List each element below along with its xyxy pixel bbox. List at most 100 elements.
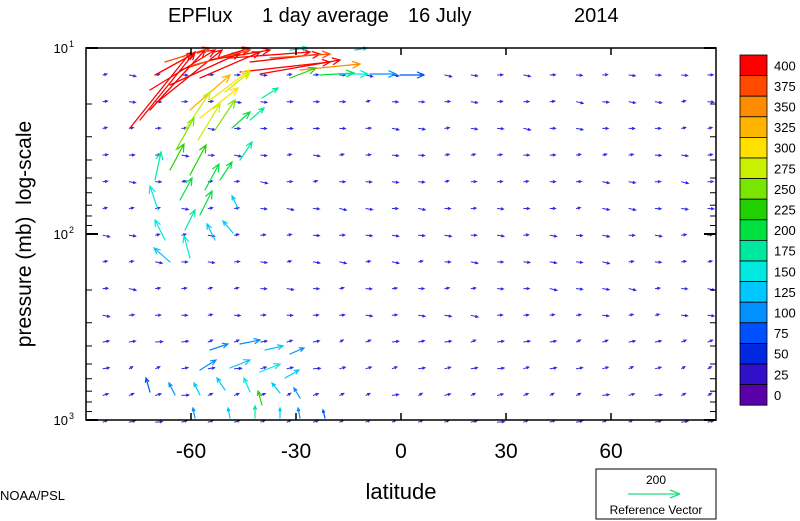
flux-vector	[602, 73, 609, 77]
flux-vector	[470, 153, 477, 157]
flux-vector	[497, 127, 505, 131]
flux-vector	[470, 100, 479, 104]
flux-vector	[339, 339, 345, 343]
flux-vector	[207, 73, 215, 77]
flux-vector	[234, 154, 243, 158]
flux-vector	[260, 127, 268, 130]
flux-vector	[169, 142, 185, 171]
flux-vector	[216, 376, 226, 391]
flux-vector	[259, 363, 282, 373]
flux-vector	[339, 100, 347, 104]
flux-vector	[128, 339, 137, 343]
flux-vector	[628, 313, 635, 317]
flux-vector	[207, 366, 216, 370]
flux-vector	[289, 347, 306, 355]
flux-vector	[418, 260, 424, 263]
flux-vector	[155, 366, 161, 370]
flux-vector	[234, 233, 240, 237]
flux-vector	[231, 194, 239, 209]
flux-vector	[286, 392, 292, 396]
flux-vector	[181, 100, 189, 104]
flux-vector	[184, 208, 196, 231]
flux-vector	[628, 126, 636, 130]
flux-vector	[365, 74, 374, 78]
flux-vector	[470, 314, 480, 318]
chart-title-date: 16 July	[408, 5, 471, 27]
flux-vector	[628, 180, 637, 184]
flux-vector	[102, 339, 111, 343]
flux-vector	[206, 222, 216, 241]
flux-vector	[391, 100, 400, 104]
flux-vector	[602, 393, 611, 397]
flux-vector	[575, 287, 584, 291]
colorbar-swatch	[739, 136, 768, 159]
flux-vector	[654, 73, 663, 77]
flux-vector	[549, 234, 558, 238]
flux-vector	[181, 286, 188, 290]
flux-vector	[128, 181, 137, 184]
flux-vector	[444, 179, 450, 183]
flux-vector	[322, 408, 326, 419]
flux-vector	[260, 207, 268, 211]
flux-vector	[391, 261, 401, 265]
flux-vector	[681, 207, 690, 211]
flux-vector	[207, 261, 216, 264]
flux-vector	[523, 127, 532, 131]
flux-vector	[654, 126, 663, 130]
colorbar-swatch	[739, 54, 768, 77]
flux-vector	[155, 233, 161, 237]
flux-vector	[418, 287, 426, 291]
flux-vector	[149, 49, 217, 91]
flux-vector	[549, 180, 557, 184]
flux-vector	[654, 153, 663, 157]
flux-vector	[207, 286, 214, 290]
reference-vector-value: 200	[646, 473, 666, 487]
colorbar-swatch	[739, 157, 768, 180]
flux-vector	[497, 420, 506, 424]
flux-vector	[497, 207, 505, 211]
flux-vector	[102, 286, 110, 290]
flux-vector	[312, 287, 321, 291]
flux-vector	[628, 393, 636, 396]
flux-vector	[628, 339, 637, 343]
flux-vector	[523, 313, 531, 317]
x-tick-label: 60	[599, 440, 622, 463]
flux-vector	[181, 179, 188, 183]
colorbar-label: 50	[774, 347, 788, 362]
flux-vector	[365, 234, 374, 238]
colorbar-label: 350	[774, 100, 796, 115]
flux-vector	[575, 260, 584, 264]
flux-vector	[470, 74, 479, 78]
flux-vector	[226, 406, 231, 419]
flux-vector	[339, 70, 370, 78]
flux-vector	[181, 313, 189, 317]
colorbar-label: 175	[774, 244, 796, 259]
flux-vector	[128, 365, 134, 370]
flux-vector	[707, 365, 713, 370]
flux-vector	[289, 67, 318, 79]
flux-vector	[199, 87, 240, 119]
y-tick-exponent: 2	[69, 225, 74, 235]
flux-vector	[286, 153, 293, 157]
flux-vector	[681, 126, 687, 130]
flux-vector	[418, 127, 427, 131]
flux-vector	[207, 99, 215, 103]
flux-vector	[497, 393, 505, 396]
flux-vector	[256, 389, 263, 406]
flux-vector	[278, 406, 282, 419]
colorbar-label: 225	[774, 203, 796, 218]
y-tick-exponent: 1	[69, 39, 74, 49]
flux-vector	[654, 207, 663, 211]
flux-vector	[391, 286, 399, 290]
flux-vector	[261, 87, 280, 99]
flux-vector	[184, 90, 211, 131]
flux-vector	[181, 207, 190, 211]
flux-vector	[102, 234, 111, 238]
chart-title-period: 1 day average	[262, 5, 389, 27]
flux-vector	[155, 286, 162, 290]
flux-vector	[312, 73, 320, 77]
flux-vector	[148, 184, 159, 211]
flux-vector	[207, 313, 214, 317]
flux-vector	[470, 233, 478, 237]
reference-vector-box: 200 Reference Vector	[595, 468, 717, 520]
